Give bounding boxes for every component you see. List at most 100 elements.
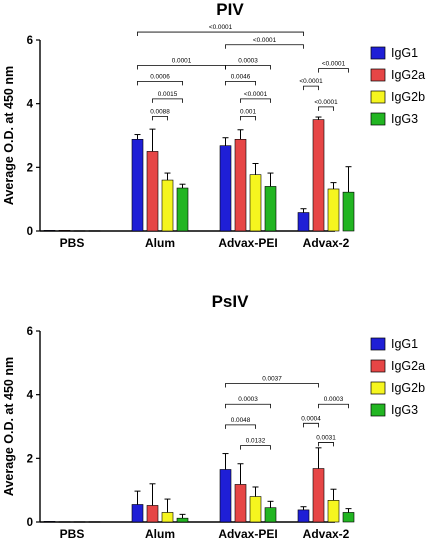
legend-label: IgG2a: [391, 359, 425, 373]
bar: [43, 230, 56, 232]
significance-bracket: [240, 98, 271, 103]
legend-swatch: [370, 403, 386, 417]
bar: [297, 212, 310, 232]
x-category-label: Advax-2: [303, 527, 350, 541]
legend-swatch: [370, 112, 386, 126]
y-tick-label: 2: [27, 453, 33, 465]
y-tick-label: 6: [27, 35, 33, 47]
p-value-label: 0.0003: [238, 396, 258, 403]
bar: [264, 507, 277, 523]
legend: IgG1 IgG2a IgG2b IgG3: [370, 46, 425, 126]
legend-swatch: [370, 90, 386, 104]
y-axis-label: Average O.D. at 450 nm: [2, 66, 16, 205]
y-tick-label: 6: [27, 326, 33, 338]
p-value-label: 0.0003: [238, 57, 258, 64]
y-tick-label: 4: [27, 390, 34, 402]
legend-label: IgG1: [391, 46, 418, 60]
x-category-label: PBS: [60, 527, 85, 541]
legend: IgG1 IgG2a IgG2b IgG3: [370, 337, 425, 417]
bar: [312, 119, 325, 232]
bar: [176, 187, 189, 232]
bar: [131, 139, 144, 232]
significance-bracket: [318, 442, 334, 447]
x-category-label: PBS: [60, 236, 85, 250]
legend-swatch: [370, 359, 386, 373]
bar: [234, 139, 247, 232]
bar: [312, 468, 325, 523]
legend-swatch: [370, 68, 386, 82]
bar: [146, 505, 159, 523]
bar: [161, 512, 174, 523]
p-value-label: 0.0088: [150, 108, 170, 115]
bar: [249, 496, 262, 523]
x-category-label: Advax-PEI: [218, 236, 277, 250]
significance-bracket: [225, 65, 271, 70]
significance-bracket: [318, 403, 349, 409]
legend-swatch: [370, 337, 386, 351]
p-value-label: 0.0015: [158, 91, 178, 98]
chart-panel-2: PsIV Average O.D. at 450 nm 0 2 4 6 PBS Alum Adv…: [2, 292, 425, 541]
significance-bracket: [225, 44, 304, 49]
bar: [73, 230, 86, 232]
bar: [131, 504, 144, 523]
significance-bracket: [318, 106, 334, 111]
significance-bracket: [137, 65, 226, 70]
bar: [297, 509, 310, 523]
x-category-label: Alum: [145, 527, 175, 541]
significance-bracket: [303, 422, 319, 428]
bar: [327, 500, 340, 523]
x-category-label: Alum: [145, 236, 175, 250]
p-value-label: <0.0001: [244, 91, 268, 98]
significance-bracket: [318, 68, 349, 73]
p-value-label: <0.0001: [209, 24, 233, 31]
p-value-label: 0.0048: [231, 417, 251, 424]
p-value-label: 0.0001: [172, 57, 192, 64]
significance-bracket: [137, 31, 304, 37]
p-value-label: <0.0001: [253, 37, 277, 44]
x-category-label: Advax-PEI: [218, 527, 277, 541]
p-value-label: 0.0031: [316, 434, 336, 441]
significance-bracket: [152, 98, 183, 103]
legend-label: IgG2b: [391, 90, 425, 104]
bar: [249, 174, 262, 232]
bar: [43, 521, 56, 523]
chart-title: PsIV: [212, 292, 250, 311]
bar: [58, 230, 71, 232]
bar: [88, 230, 101, 232]
p-value-label: 0.0004: [301, 415, 321, 422]
p-value-label: 0.0006: [150, 73, 170, 80]
legend-label: IgG2a: [391, 68, 425, 82]
p-value-label: 0.0003: [324, 396, 344, 403]
significance-bracket: [225, 424, 256, 429]
legend-label: IgG3: [391, 403, 418, 417]
bar: [161, 179, 174, 232]
p-value-label: <0.0001: [322, 61, 346, 68]
bar: [264, 186, 277, 232]
bar: [73, 521, 86, 523]
bar: [342, 191, 355, 232]
legend-swatch: [370, 381, 386, 395]
legend-swatch: [370, 46, 386, 60]
y-tick-label: 4: [27, 99, 34, 111]
bar: [342, 512, 355, 523]
significance-bracket: [137, 80, 183, 86]
significance-bracket: [303, 85, 319, 91]
legend-label: IgG3: [391, 112, 418, 126]
bar: [219, 469, 232, 523]
bar: [176, 517, 189, 523]
p-value-label: <0.0001: [314, 99, 338, 106]
chart-title: PIV: [216, 0, 244, 19]
bar: [88, 521, 101, 523]
chart-panel-1: PIV Average O.D. at 450 nm 0 2 4 6 PBS Alum Adva…: [2, 0, 425, 250]
p-value-label: <0.0001: [299, 78, 323, 85]
bar: [146, 151, 159, 232]
y-axis-label: Average O.D. at 450 nm: [2, 357, 16, 496]
p-value-label: 0.0046: [231, 73, 251, 80]
significance-bracket: [240, 116, 256, 121]
bar: [219, 145, 232, 232]
significance-bracket: [152, 116, 168, 121]
bar: [327, 188, 340, 232]
legend-label: IgG2b: [391, 381, 425, 395]
bar: [58, 521, 71, 523]
